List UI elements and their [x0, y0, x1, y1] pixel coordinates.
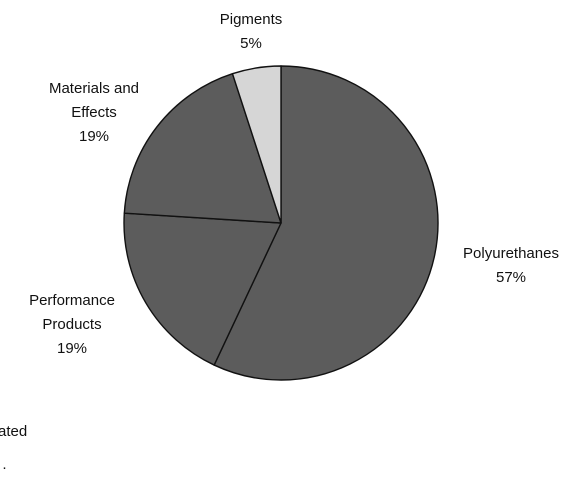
label-performance-percent: 19% — [57, 340, 87, 357]
label-materials-line1: Materials and — [49, 80, 139, 97]
label-materials-line2: Effects — [71, 104, 117, 121]
pie-slice-performance-products — [123, 212, 282, 366]
label-polyurethanes-percent: 57% — [496, 269, 526, 286]
label-pigments-name: Pigments — [220, 11, 283, 28]
pie-slice-pigments — [231, 65, 282, 224]
label-polyurethanes-name: Polyurethanes — [463, 245, 559, 262]
pie-slices — [123, 65, 439, 381]
label-performance-line2: Products — [42, 316, 101, 333]
pie-slice-materials-and-effects — [123, 72, 282, 224]
cut-text-fragment: ated — [0, 423, 27, 440]
cut-text-fragment-2: · — [2, 459, 7, 476]
label-materials-percent: 19% — [79, 128, 109, 145]
label-pigments-percent: 5% — [240, 35, 262, 52]
pie-slice-polyurethanes — [213, 65, 439, 381]
label-performance-line1: Performance — [29, 292, 115, 309]
